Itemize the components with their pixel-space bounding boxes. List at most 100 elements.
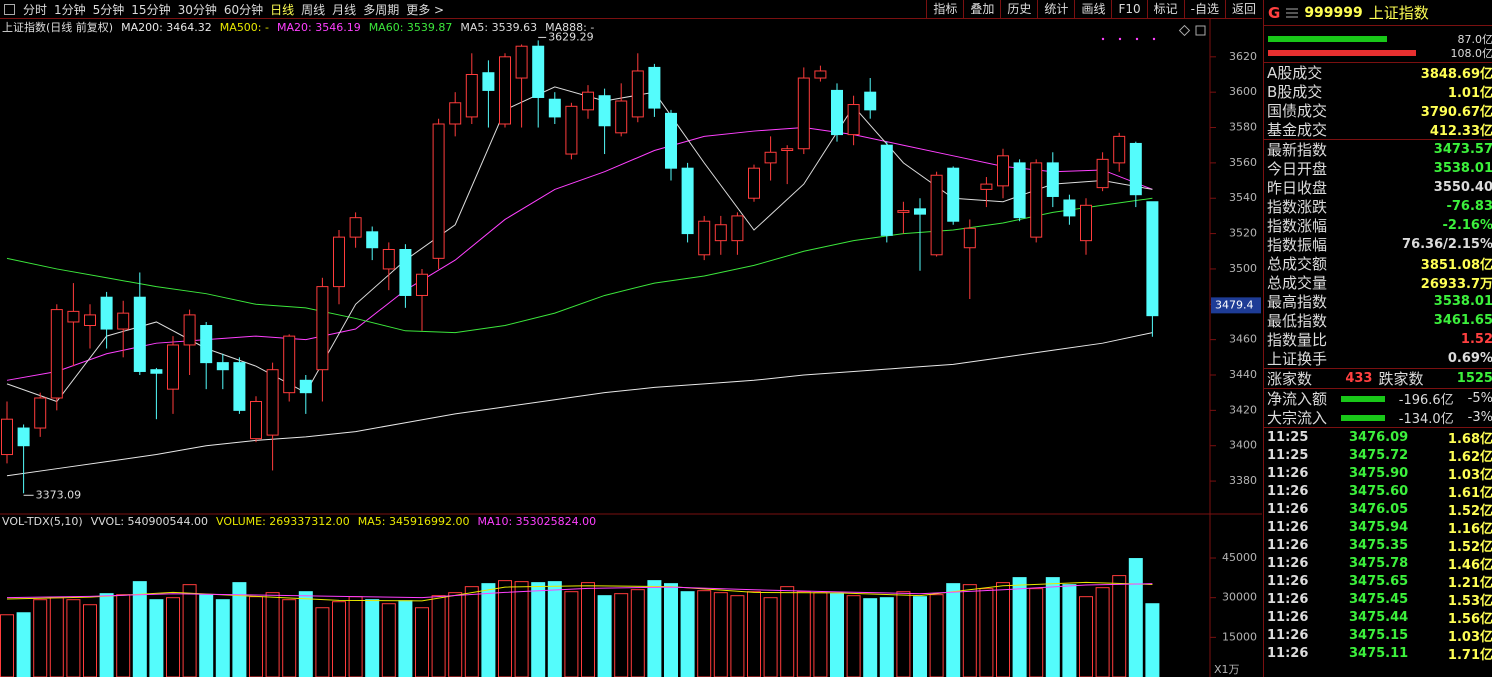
volume-bar xyxy=(1145,603,1160,677)
tick-volume: 1.03亿 xyxy=(1447,629,1492,645)
volume-bar xyxy=(531,582,546,677)
flow-row: 净流入额 -196.6亿 -5% xyxy=(1264,389,1492,408)
period-tab[interactable]: 更多 xyxy=(406,1,444,18)
indicator-label: MA20: 3546.19 xyxy=(277,21,361,34)
tick-row: 11:26 3475.65 1.21亿 xyxy=(1264,572,1492,591)
tick-row: 11:26 3475.90 1.03亿 xyxy=(1264,464,1492,483)
volume-bar xyxy=(581,582,595,677)
stock-name: 上证指数 xyxy=(1368,4,1429,22)
period-tab[interactable]: 1分钟 xyxy=(54,2,86,17)
info-value: 3848.69亿 xyxy=(1420,67,1492,82)
candle-body xyxy=(631,70,644,118)
tool-button[interactable]: 历史 xyxy=(1000,0,1037,18)
volume-bar xyxy=(630,589,645,677)
volume-bar xyxy=(813,592,828,677)
candle-body xyxy=(532,45,545,98)
candle-body xyxy=(100,296,113,330)
info-row: 总成交额 3851.08亿 xyxy=(1264,254,1492,273)
tool-button[interactable]: 叠加 xyxy=(963,0,1000,18)
flows-section: 净流入额 -196.6亿 -5% 大宗流入 -134.0亿 -3% xyxy=(1264,389,1492,428)
candle-body xyxy=(997,155,1009,187)
volume-bar xyxy=(780,586,795,677)
breadth-row: 涨家数 433 跌家数 1525 xyxy=(1264,369,1492,388)
volume-bar xyxy=(564,591,579,677)
market-flag: G xyxy=(1268,3,1281,22)
volume-bar xyxy=(431,595,446,677)
y-tick-label: 3460 xyxy=(1229,333,1257,346)
tool-button[interactable]: 指标 xyxy=(926,0,963,18)
volume-bar xyxy=(415,607,429,677)
tick-row: 11:26 3475.35 1.52亿 xyxy=(1264,536,1492,555)
tick-row: 11:25 3476.09 1.68亿 xyxy=(1264,428,1492,447)
decor-dots xyxy=(1101,37,1156,41)
info-label: A股成交 xyxy=(1267,64,1323,82)
diamond-icon[interactable] xyxy=(1178,24,1191,37)
ma-line xyxy=(6,127,1153,381)
info-label: 今日开盘 xyxy=(1267,160,1328,178)
period-tab[interactable]: 5分钟 xyxy=(92,2,125,17)
tick-price: 3475.44 xyxy=(1349,609,1409,625)
candle-body xyxy=(167,344,179,390)
compare-label: 108.0亿 xyxy=(1450,47,1492,60)
tick-time: 11:25 xyxy=(1267,429,1309,445)
info-row: 最低指数 3461.65 xyxy=(1264,311,1492,330)
period-tab[interactable]: 周线 xyxy=(301,2,326,17)
volume-bar xyxy=(796,591,811,677)
y-tick-label: 3440 xyxy=(1229,368,1257,381)
volume-bar xyxy=(863,598,878,677)
toolbar-icon[interactable] xyxy=(4,3,15,15)
volume-bar xyxy=(464,586,479,677)
volume-bar xyxy=(730,595,745,677)
tick-row: 11:26 3475.94 1.16亿 xyxy=(1264,518,1492,537)
bar-row: 108.0亿 xyxy=(1264,46,1492,60)
period-tab[interactable]: 日线 xyxy=(270,2,295,17)
candle-body xyxy=(67,310,80,323)
period-tab[interactable]: 30分钟 xyxy=(177,2,217,17)
volume-compare: 87.0亿 108.0亿 xyxy=(1264,26,1492,63)
candle-body xyxy=(582,91,594,111)
box-icon[interactable] xyxy=(1195,25,1206,36)
period-tab[interactable]: 多周期 xyxy=(363,2,400,17)
volume-bar xyxy=(182,584,197,677)
candle-body xyxy=(382,248,395,270)
tick-time: 11:25 xyxy=(1267,447,1309,463)
volume-bar xyxy=(614,593,629,677)
tool-button[interactable]: 统计 xyxy=(1037,0,1074,18)
candle-body xyxy=(200,325,213,364)
candle-body xyxy=(665,112,677,169)
menu-icon[interactable] xyxy=(1286,8,1299,18)
volume-bar xyxy=(215,599,230,677)
tick-time: 11:26 xyxy=(1267,555,1309,571)
info-label: 国债成交 xyxy=(1267,102,1328,120)
info-row: 指数量比 1.52 xyxy=(1264,330,1492,349)
candle-body xyxy=(465,73,478,118)
volume-bar xyxy=(33,599,48,677)
low-label: 3373.09 xyxy=(36,488,82,501)
volume-bar xyxy=(1045,577,1060,677)
volume-bar xyxy=(282,599,297,677)
candle-body xyxy=(648,66,661,109)
period-tab[interactable]: 15分钟 xyxy=(131,2,171,17)
candle-body xyxy=(1096,158,1109,189)
volume-bar xyxy=(830,593,844,677)
candle-body xyxy=(1129,142,1142,196)
period-tab[interactable]: 分时 xyxy=(23,2,48,17)
tick-time: 11:26 xyxy=(1267,501,1309,517)
candle-body xyxy=(880,144,893,236)
candle-body xyxy=(748,167,760,199)
info-row: 最新指数 3473.57 xyxy=(1264,140,1492,159)
flow-label: 大宗流入 xyxy=(1267,409,1328,427)
tick-price: 3475.35 xyxy=(1349,537,1409,553)
tool-button[interactable]: 画线 xyxy=(1074,0,1111,18)
period-tab[interactable]: 月线 xyxy=(332,2,357,17)
tool-button[interactable]: -自选 xyxy=(1183,0,1225,18)
tool-button[interactable]: 返回 xyxy=(1224,0,1262,18)
tool-button[interactable]: F10 xyxy=(1111,0,1146,18)
candle-body xyxy=(333,236,345,288)
down-count: 1525 xyxy=(1456,371,1492,386)
period-tab[interactable]: 60分钟 xyxy=(223,2,264,17)
volume-bar xyxy=(1079,596,1093,677)
tool-button[interactable]: 标记 xyxy=(1146,0,1184,18)
